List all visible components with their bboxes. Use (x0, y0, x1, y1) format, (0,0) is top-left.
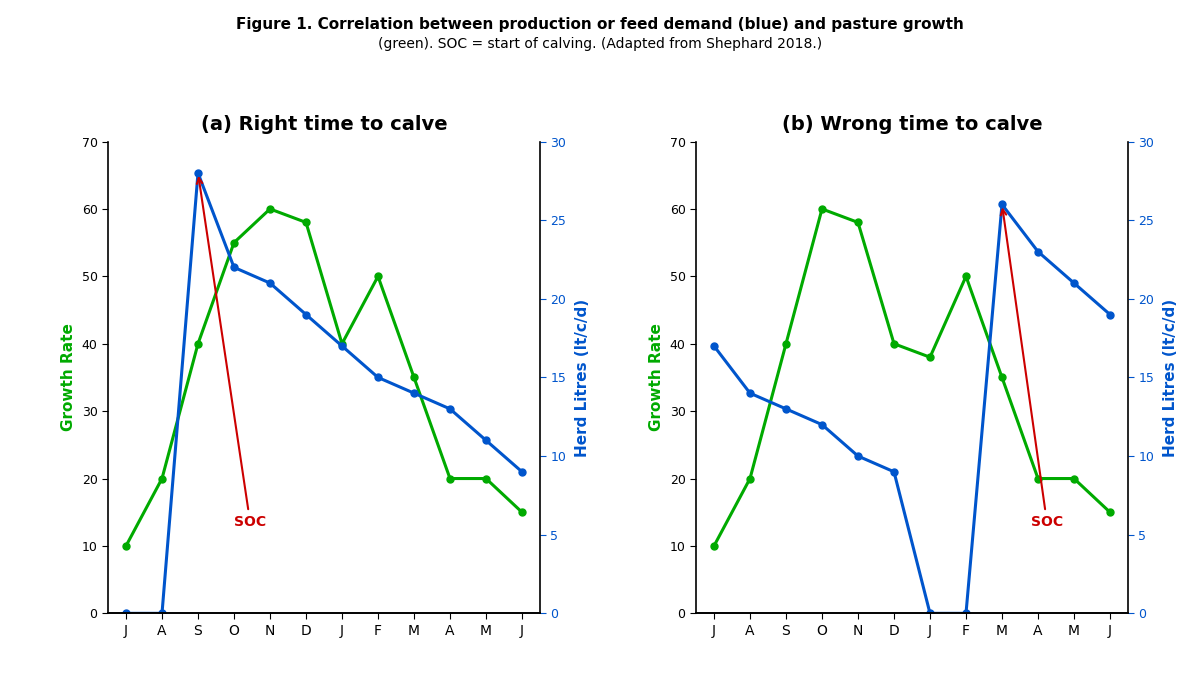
Y-axis label: Growth Rate: Growth Rate (649, 324, 664, 431)
Text: (green). SOC = start of calving. (Adapted from Shephard 2018.): (green). SOC = start of calving. (Adapte… (378, 37, 822, 51)
Title: (b) Wrong time to calve: (b) Wrong time to calve (781, 115, 1043, 134)
Y-axis label: Growth Rate: Growth Rate (61, 324, 76, 431)
Text: SOC: SOC (197, 178, 266, 528)
Y-axis label: Herd Litres (lt/c/d): Herd Litres (lt/c/d) (1163, 299, 1177, 456)
Y-axis label: Herd Litres (lt/c/d): Herd Litres (lt/c/d) (575, 299, 589, 456)
Title: (a) Right time to calve: (a) Right time to calve (200, 115, 448, 134)
Text: Figure 1. Correlation between production or feed demand (blue) and pasture growt: Figure 1. Correlation between production… (236, 17, 964, 32)
Text: SOC: SOC (1001, 210, 1063, 528)
